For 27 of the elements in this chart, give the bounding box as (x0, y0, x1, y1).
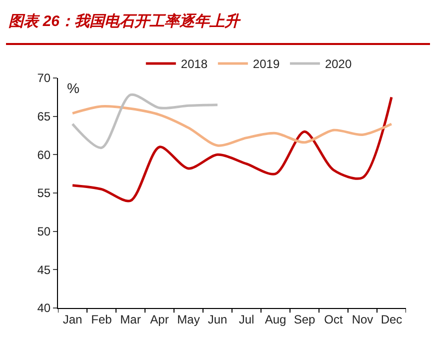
x-tick-label: Aug (264, 312, 286, 326)
x-tick-label: Nov (352, 312, 374, 326)
y-tick-label: 65 (37, 110, 51, 124)
x-tick-label: Oct (324, 312, 344, 326)
y-tick-label: 50 (37, 224, 51, 239)
x-tick-label: Sep (294, 312, 316, 326)
x-tick-label: Jun (208, 312, 228, 326)
x-tick-label: Apr (150, 312, 169, 326)
legend-label: 2018 (180, 57, 208, 72)
x-tick-label: Jan (62, 312, 82, 326)
y-tick-label: 55 (37, 186, 51, 200)
x-tick-label: Mar (120, 312, 141, 326)
line-series (71, 105, 393, 147)
line-series (71, 93, 219, 150)
x-tick-label: Feb (91, 312, 112, 326)
x-tick-label: Dec (380, 312, 402, 326)
y-tick-label: 40 (37, 301, 51, 316)
y-tick-label: 45 (37, 262, 51, 277)
y-tick-label: 60 (37, 148, 51, 162)
legend-label: 2019 (252, 57, 280, 72)
chart-title: 图表 26：我国电石开工率逐年上升 (8, 12, 242, 30)
x-tick-label: May (177, 312, 200, 326)
x-tick-label: Jul (238, 312, 254, 326)
y-axis-title: % (67, 80, 80, 96)
line-series (71, 96, 393, 202)
y-tick-label: 70 (37, 71, 51, 86)
legend-label: 2020 (324, 57, 352, 72)
